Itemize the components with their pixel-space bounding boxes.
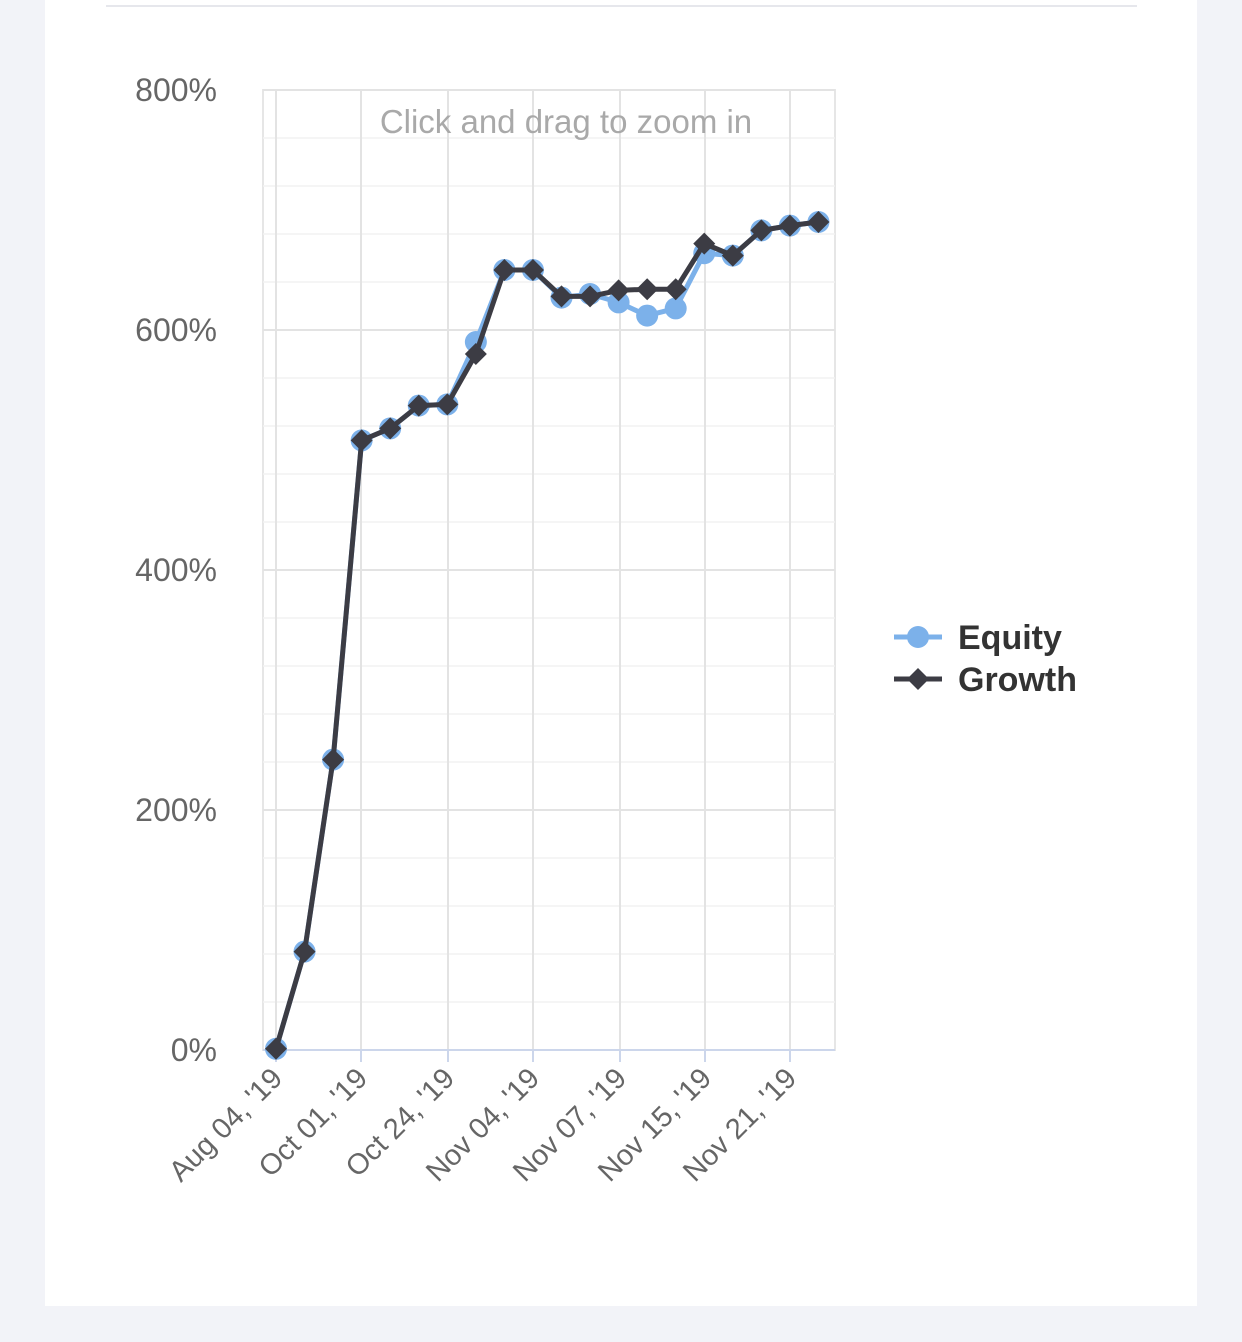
legend-marker <box>907 626 929 648</box>
data-point[interactable] <box>607 291 630 314</box>
series-equity[interactable] <box>265 211 830 1060</box>
data-point[interactable] <box>636 278 659 301</box>
data-point[interactable] <box>350 429 373 452</box>
data-point[interactable] <box>379 417 402 440</box>
data-point[interactable] <box>807 211 830 233</box>
divider <box>106 5 1137 7</box>
legend-item-growth[interactable]: Growth <box>894 661 1077 699</box>
zoom-hint: Click and drag to zoom in <box>380 103 752 140</box>
data-point[interactable] <box>521 259 544 281</box>
data-point[interactable] <box>693 232 716 255</box>
legend-marker <box>907 668 929 690</box>
data-point[interactable] <box>407 394 430 417</box>
data-point[interactable] <box>464 343 487 365</box>
data-point[interactable] <box>721 244 744 267</box>
data-point[interactable] <box>265 1037 287 1060</box>
y-tick-label: 800% <box>135 72 217 108</box>
data-point[interactable] <box>750 219 773 242</box>
series-growth[interactable] <box>265 211 830 1060</box>
data-point[interactable] <box>436 393 459 416</box>
data-point[interactable] <box>664 278 687 301</box>
data-point[interactable] <box>579 285 602 308</box>
data-point[interactable] <box>322 748 345 771</box>
data-point[interactable] <box>607 279 630 302</box>
series-line <box>273 219 819 1050</box>
legend-label: Equity <box>958 619 1062 657</box>
data-point[interactable] <box>664 297 687 320</box>
series-line <box>273 219 819 1050</box>
y-tick-label: 600% <box>135 312 217 348</box>
y-tick-label: 400% <box>135 552 217 588</box>
legend-label: Growth <box>958 661 1077 699</box>
legend-item-equity[interactable]: Equity <box>894 619 1062 657</box>
plot-area[interactable] <box>265 211 830 1060</box>
data-point[interactable] <box>293 940 316 963</box>
data-point[interactable] <box>636 304 659 327</box>
data-point[interactable] <box>493 259 516 281</box>
legend[interactable]: Equity Growth <box>894 619 1077 699</box>
data-point[interactable] <box>778 214 801 237</box>
y-tick-label: 200% <box>135 792 217 828</box>
y-tick-label: 0% <box>171 1032 217 1068</box>
data-point[interactable] <box>550 285 573 308</box>
